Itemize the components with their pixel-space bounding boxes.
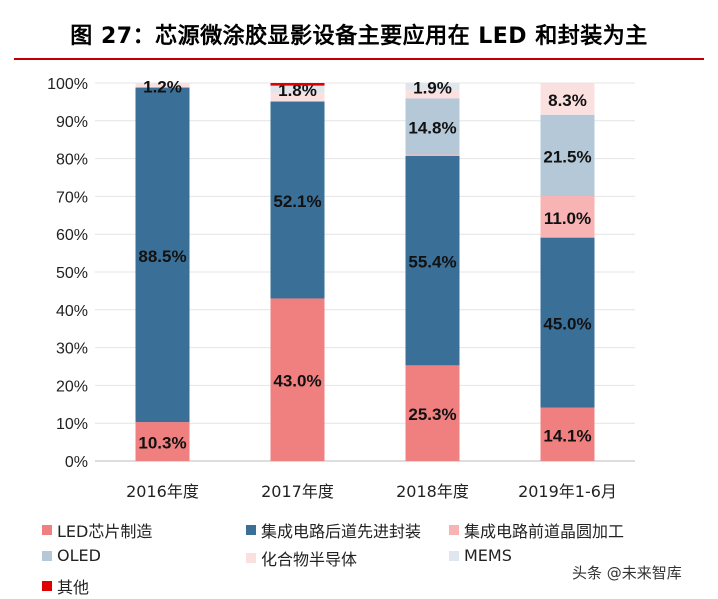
- y-tick-label: 20%: [56, 378, 88, 395]
- data-label: 14.1%: [543, 426, 591, 445]
- bar-segment: [540, 237, 595, 408]
- data-label: 1.8%: [278, 81, 317, 100]
- x-tick-label: 2016年度: [126, 482, 199, 501]
- legend-item: 集成电路前道晶圆加工: [449, 518, 624, 542]
- bar-segment: [540, 114, 595, 197]
- data-label: 52.1%: [273, 192, 321, 211]
- bar-segment: [270, 85, 325, 93]
- legend-label: 其他: [57, 578, 90, 597]
- legend-label: OLED: [57, 546, 101, 565]
- data-label: 21.5%: [543, 147, 591, 166]
- bar-segment: [540, 83, 595, 115]
- legend-label: MEMS: [464, 546, 512, 565]
- bar-segment: [270, 298, 325, 461]
- data-label: 88.5%: [138, 247, 186, 266]
- y-tick-label: 10%: [56, 416, 88, 433]
- legend-label: 化合物半导体: [261, 550, 358, 569]
- bar-segment: [405, 90, 460, 99]
- bar-segment: [405, 155, 460, 366]
- legend-swatch: [42, 525, 52, 535]
- bar-segment: [540, 196, 595, 238]
- bar-segment: [405, 98, 460, 155]
- chart-title: 图 27：芯源微涂胶显影设备主要应用在 LED 和封装为主: [70, 24, 648, 49]
- y-tick-label: 40%: [56, 303, 88, 320]
- x-tick-label: 2018年度: [396, 482, 469, 501]
- data-label: 55.4%: [408, 253, 456, 272]
- legend-item: OLED: [42, 546, 101, 565]
- legend-swatch: [42, 550, 52, 561]
- y-tick-label: 80%: [56, 152, 88, 169]
- data-label: 43.0%: [273, 372, 321, 391]
- y-tick-label: 60%: [56, 227, 88, 244]
- y-tick-label: 90%: [56, 114, 88, 131]
- y-tick-label: 0%: [65, 454, 88, 471]
- bar-segment: [270, 92, 325, 102]
- bar-segment: [540, 407, 595, 461]
- legend-swatch: [449, 550, 459, 561]
- legend-item: LED芯片制造: [42, 518, 152, 542]
- chart-plot: 0% 10% 20% 30% 40% 50% 60% 70% 80% 90% 100% 10.3% 88…: [47, 76, 635, 501]
- data-label: 14.8%: [408, 118, 456, 137]
- data-label: 1.9%: [413, 79, 452, 98]
- bar-segment: [270, 101, 325, 299]
- legend-item: 化合物半导体: [246, 546, 357, 570]
- legend-swatch: [246, 525, 256, 535]
- y-tick-label: 30%: [56, 341, 88, 358]
- legend-swatch: [42, 581, 52, 591]
- data-label: 1.2%: [143, 77, 182, 96]
- x-tick-label: 2019年1-6月: [518, 482, 617, 501]
- legend-item: MEMS: [449, 546, 512, 565]
- y-tick-label: 50%: [56, 265, 88, 282]
- data-label: 8.3%: [548, 91, 587, 110]
- legend-label: LED芯片制造: [57, 522, 153, 541]
- legend-item: 集成电路后道先进封装: [246, 518, 421, 542]
- x-tick-label: 2017年度: [261, 482, 334, 501]
- bar-segment: [135, 422, 190, 461]
- title-divider: [14, 58, 704, 60]
- y-tick-label: 70%: [56, 189, 88, 206]
- legend-item: 其他: [42, 574, 89, 598]
- bar-segment: [135, 87, 190, 423]
- bar-segment: [405, 154, 460, 156]
- legend-swatch: [246, 553, 256, 563]
- data-label: 11.0%: [544, 209, 591, 228]
- bar-segment: [135, 83, 190, 88]
- data-label: 25.3%: [408, 405, 456, 424]
- data-label: 45.0%: [543, 315, 591, 334]
- legend-label: 集成电路前道晶圆加工: [464, 522, 625, 541]
- legend-swatch: [449, 525, 459, 535]
- bar-segment: [405, 365, 460, 461]
- legend-label: 集成电路后道先进封装: [261, 522, 422, 541]
- y-tick-label: 100%: [47, 76, 88, 93]
- bar-segment: [405, 83, 460, 91]
- watermark: 头条 @未来智库: [572, 564, 682, 582]
- bar-segment: [270, 83, 325, 86]
- data-label: 10.3%: [138, 434, 186, 453]
